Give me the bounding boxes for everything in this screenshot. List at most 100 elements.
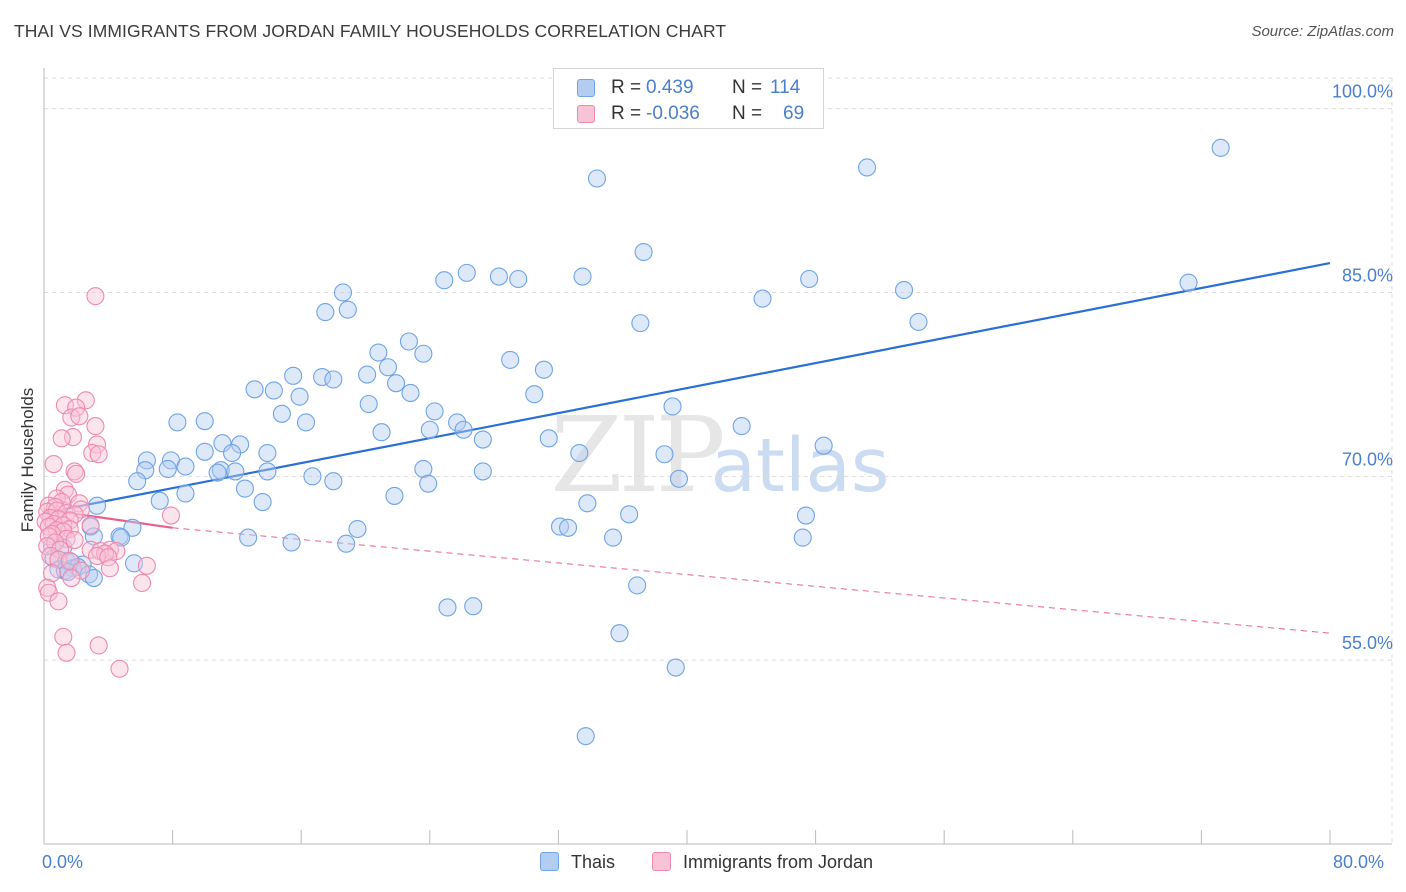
legend-swatch-thais [577, 79, 595, 97]
thais-point [358, 365, 377, 384]
thais-point [587, 169, 607, 188]
source-label: Source: ZipAtlas.com [1251, 23, 1394, 40]
thais-point [150, 491, 169, 510]
thais-point [628, 576, 647, 595]
thais-point [378, 358, 398, 377]
thais-point [857, 158, 877, 177]
jordan-point [81, 516, 100, 535]
thais-point [800, 269, 819, 289]
thais-point [576, 727, 595, 746]
jordan-point [42, 564, 62, 583]
thais-point [401, 383, 420, 403]
y-tick-label: 70.0% [1342, 449, 1393, 469]
jordan-point [52, 429, 71, 448]
thais-point [539, 429, 558, 448]
legend-swatch-jordan [577, 105, 595, 123]
thais-point [420, 420, 439, 439]
legend-r-value: 0.439 [646, 77, 694, 98]
jordan-point [110, 659, 129, 678]
jordan-point [76, 391, 95, 410]
thais-point [303, 467, 322, 486]
thais-point [894, 280, 914, 300]
thais-point [1211, 138, 1230, 157]
thais-point [235, 479, 254, 498]
thais-point [208, 463, 227, 482]
thais-point [634, 242, 653, 262]
bottom-legend-label-thais: Thais [571, 852, 616, 872]
thais-point [213, 434, 232, 453]
thais-point [158, 459, 177, 479]
thais-point [457, 263, 476, 282]
legend-row-thais: R = 0.439 N = 114 [554, 74, 823, 102]
thais-point [534, 360, 553, 379]
thais-point [211, 461, 230, 480]
bottom-legend-swatch-thais [540, 852, 559, 871]
thais-point [525, 385, 544, 404]
thais-point [419, 474, 438, 493]
thais-point [264, 381, 283, 400]
thais-point [473, 462, 492, 481]
legend-n-value: 69 [783, 103, 805, 124]
thais-point [666, 658, 685, 677]
bottom-legend-jordan: Immigrants from Jordan [652, 852, 873, 873]
jordan-point [137, 556, 156, 575]
thais-point [631, 314, 650, 333]
jordan-point [57, 643, 76, 662]
y-tick-label: 100.0% [1332, 82, 1393, 102]
thais-point [226, 462, 245, 481]
jordan-point [83, 443, 102, 463]
thais-point [338, 300, 357, 319]
thais-point [604, 528, 623, 547]
thais-point [1179, 273, 1198, 292]
jordan-point [161, 506, 181, 525]
thais-point [414, 344, 433, 363]
jordan-point [67, 464, 86, 483]
thais-point [573, 267, 592, 286]
jordan-point [133, 573, 152, 592]
thais-point [454, 420, 473, 439]
thais-point [282, 533, 301, 552]
thais-point [501, 350, 520, 369]
thais-point [333, 283, 353, 302]
thais-point [324, 472, 343, 491]
thais-point [176, 457, 195, 476]
thais-point [464, 597, 483, 616]
bottom-legend-swatch-jordan [652, 852, 671, 871]
legend-r-value: -0.036 [646, 103, 700, 124]
stats-legend: R = 0.439 N = 114 R = -0.036 N = 69 [553, 68, 824, 129]
thais-point [195, 442, 214, 461]
thais-point [337, 534, 356, 553]
jordan-point [54, 627, 73, 646]
y-tick-label: 85.0% [1342, 265, 1393, 285]
thais-point [796, 506, 816, 525]
thais-point [258, 443, 277, 463]
thais-point [438, 598, 457, 617]
thais-point [414, 459, 433, 479]
jordan-point [70, 494, 89, 513]
thais-point [359, 394, 378, 414]
thais-point [386, 374, 406, 393]
thais-point [610, 624, 629, 643]
thais-point [87, 496, 107, 515]
thais-point [176, 484, 195, 503]
jordan-point [62, 568, 81, 588]
jordan-point [49, 592, 68, 611]
jordan-point [86, 287, 105, 306]
legend-row-jordan: R = -0.036 N = 69 [554, 100, 823, 128]
x-tick-label-max: 80.0% [1333, 852, 1385, 872]
thais-point [284, 366, 303, 385]
legend-r-label: R = [611, 103, 642, 124]
thais-point [909, 312, 928, 331]
jordan-point [44, 455, 63, 474]
thais-point [578, 494, 597, 513]
thais-point [448, 413, 467, 432]
thais-point [753, 289, 772, 308]
thais-point [663, 397, 682, 416]
jordan-trend-line-extended [172, 527, 1331, 634]
thais-point [385, 486, 404, 505]
thais-point [509, 269, 528, 289]
jordan-point [89, 636, 108, 655]
thais-point [655, 445, 674, 464]
thais-point [296, 413, 316, 432]
watermark-zip: ZIP [550, 394, 722, 516]
